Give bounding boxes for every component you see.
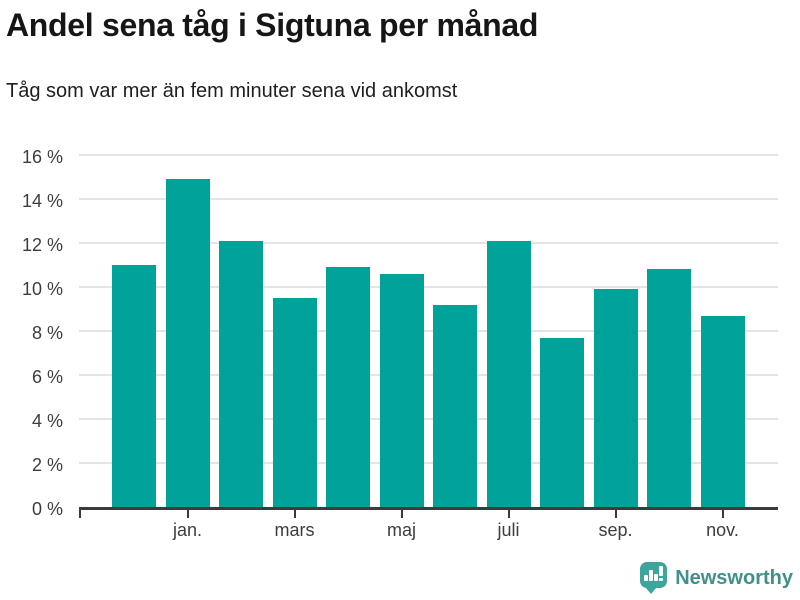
y-axis-label: 0 % — [31, 498, 63, 519]
x-axis-tick — [400, 510, 403, 518]
gridline — [79, 418, 778, 420]
bar-month-5 — [326, 267, 370, 507]
y-axis-label: 6 % — [31, 366, 63, 387]
bar-sep — [593, 289, 638, 507]
x-axis-label: jan. — [172, 520, 203, 540]
newsworthy-logo: Newsworthy — [640, 561, 793, 595]
x-axis-label: juli — [497, 520, 520, 540]
logo-mini-bar-1 — [644, 575, 648, 581]
x-axis-tick — [293, 510, 296, 518]
logo-exclamation-dot — [659, 577, 663, 581]
page-title: Andel sena tåg i Sigtuna per månad — [6, 7, 539, 43]
gridline — [79, 154, 778, 156]
newsworthy-logo-icon — [640, 562, 668, 594]
y-axis-label: 8 % — [31, 322, 63, 343]
bar-maj — [379, 273, 424, 507]
bar-chart: 0 % 2 % 4 % 6 % 8 % 10 % 12 % 14 % 16 % jan. mars… — [0, 0, 778, 560]
gridline — [79, 330, 778, 332]
bar-juli — [486, 240, 531, 507]
chart-subtitle: Tåg som var mer än fem minuter sena vid … — [6, 80, 458, 102]
bar-jan — [165, 179, 210, 507]
y-axis-label: 4 % — [31, 410, 63, 431]
x-axis-label: mars — [274, 520, 315, 540]
x-axis-line — [79, 507, 778, 510]
x-axis-label: nov. — [706, 520, 739, 540]
gridline — [79, 242, 778, 244]
gridline — [79, 462, 778, 464]
x-axis-tick — [79, 510, 81, 518]
bar-month-9 — [540, 337, 584, 507]
newsworthy-logo-text: Newsworthy — [675, 566, 793, 589]
y-axis-label: 12 % — [21, 234, 63, 255]
x-axis-tick — [614, 510, 617, 518]
x-axis-label: sep. — [598, 520, 633, 540]
bar-month-1 — [112, 265, 156, 507]
bar-mars — [272, 298, 317, 507]
x-axis-tick — [721, 510, 724, 518]
y-axis-label: 10 % — [21, 278, 63, 299]
y-axis-label: 2 % — [31, 454, 63, 475]
y-axis-label: 14 % — [21, 190, 63, 211]
logo-mini-bar-2 — [649, 570, 653, 581]
x-axis-label: maj — [386, 520, 417, 540]
gridline — [79, 198, 778, 200]
bar-month-3 — [219, 240, 263, 507]
plot-area — [79, 154, 778, 507]
bar-month-7 — [433, 304, 477, 507]
logo-mini-bar-3 — [654, 574, 658, 581]
x-axis-tick — [186, 510, 189, 518]
bar-nov — [700, 315, 745, 507]
logo-exclamation-stem — [659, 566, 663, 576]
speech-bubble-tail — [645, 587, 658, 594]
gridline — [79, 286, 778, 288]
bar-month-11 — [647, 269, 691, 507]
y-axis-labels: 0 % 2 % 4 % 6 % 8 % 10 % 12 % 14 % 16 % — [0, 0, 63, 560]
gridline — [79, 374, 778, 376]
y-axis-label: 16 % — [21, 146, 63, 167]
x-axis-tick — [507, 510, 510, 518]
